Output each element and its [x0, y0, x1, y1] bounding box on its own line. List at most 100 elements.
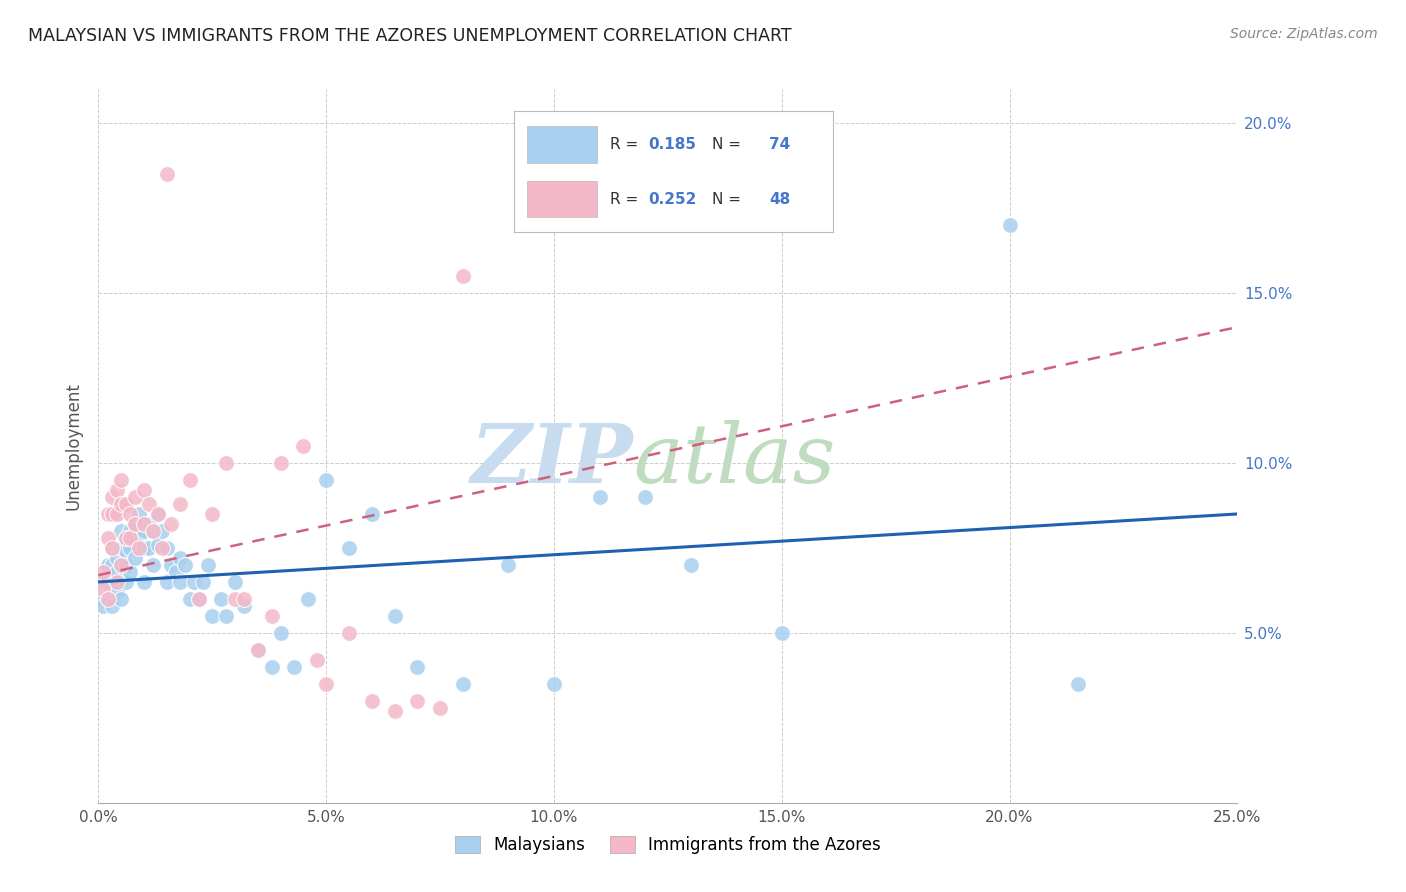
Point — [110, 541, 132, 555]
Y-axis label: Unemployment: Unemployment — [65, 382, 83, 510]
Point — [110, 591, 132, 606]
Point — [337, 541, 360, 555]
Point — [156, 167, 179, 181]
Point — [128, 531, 150, 545]
Point — [183, 574, 205, 589]
Point — [105, 483, 128, 498]
Point — [233, 599, 256, 613]
Point — [96, 558, 118, 572]
Point — [110, 473, 132, 487]
Point — [1067, 677, 1090, 691]
Point — [297, 591, 319, 606]
Point — [114, 574, 136, 589]
Point — [451, 269, 474, 284]
Point — [224, 591, 246, 606]
Point — [160, 558, 183, 572]
Point — [201, 608, 224, 623]
Point — [215, 608, 238, 623]
Point — [114, 544, 136, 558]
Text: ZIP: ZIP — [471, 420, 634, 500]
Point — [124, 517, 146, 532]
Point — [406, 694, 429, 708]
Point — [246, 643, 269, 657]
Point — [120, 541, 142, 555]
Point — [110, 558, 132, 572]
Point — [91, 582, 114, 596]
Point — [142, 558, 165, 572]
Point — [283, 660, 305, 674]
Point — [215, 456, 238, 470]
Point — [150, 524, 173, 538]
Point — [101, 541, 124, 555]
Point — [260, 660, 283, 674]
Point — [114, 558, 136, 572]
Point — [315, 677, 337, 691]
Point — [110, 497, 132, 511]
Point — [138, 541, 160, 555]
Point — [165, 565, 187, 579]
Point — [132, 517, 155, 532]
Point — [96, 507, 118, 521]
Point — [429, 700, 451, 714]
Point — [105, 574, 128, 589]
Point — [101, 574, 124, 589]
Point — [360, 694, 382, 708]
Point — [96, 531, 118, 545]
Point — [201, 507, 224, 521]
Point — [96, 591, 118, 606]
Text: Source: ZipAtlas.com: Source: ZipAtlas.com — [1230, 27, 1378, 41]
Point — [105, 551, 128, 566]
Point — [128, 541, 150, 555]
Point — [120, 524, 142, 538]
Point — [124, 551, 146, 566]
Point — [120, 565, 142, 579]
Point — [169, 551, 191, 566]
Point — [270, 456, 292, 470]
Point — [179, 591, 201, 606]
Point — [292, 439, 315, 453]
Point — [998, 218, 1021, 232]
Point — [193, 574, 215, 589]
Point — [197, 558, 219, 572]
Point — [307, 653, 329, 667]
Point — [101, 507, 124, 521]
Point — [588, 490, 610, 504]
Point — [101, 558, 124, 572]
Point — [101, 599, 124, 613]
Point — [132, 574, 155, 589]
Point — [132, 483, 155, 498]
Point — [150, 541, 173, 555]
Point — [142, 524, 165, 538]
Point — [384, 704, 406, 718]
Point — [101, 490, 124, 504]
Point — [105, 507, 128, 521]
Point — [384, 608, 406, 623]
Point — [360, 507, 382, 521]
Point — [114, 497, 136, 511]
Point — [679, 558, 702, 572]
Point — [138, 517, 160, 532]
Point — [246, 643, 269, 657]
Point — [91, 565, 114, 579]
Point — [132, 524, 155, 538]
Point — [169, 574, 191, 589]
Text: atlas: atlas — [634, 420, 837, 500]
Point — [91, 591, 114, 606]
Point — [187, 591, 209, 606]
Point — [91, 574, 114, 589]
Point — [146, 507, 169, 521]
Point — [209, 591, 232, 606]
Point — [160, 517, 183, 532]
Point — [146, 537, 169, 551]
Point — [337, 626, 360, 640]
Point — [156, 541, 179, 555]
Point — [233, 591, 256, 606]
Point — [110, 558, 132, 572]
Point — [634, 490, 657, 504]
Point — [114, 531, 136, 545]
Point — [114, 531, 136, 545]
Legend: Malaysians, Immigrants from the Azores: Malaysians, Immigrants from the Azores — [446, 828, 890, 863]
Point — [260, 608, 283, 623]
Point — [91, 599, 114, 613]
Point — [120, 531, 142, 545]
